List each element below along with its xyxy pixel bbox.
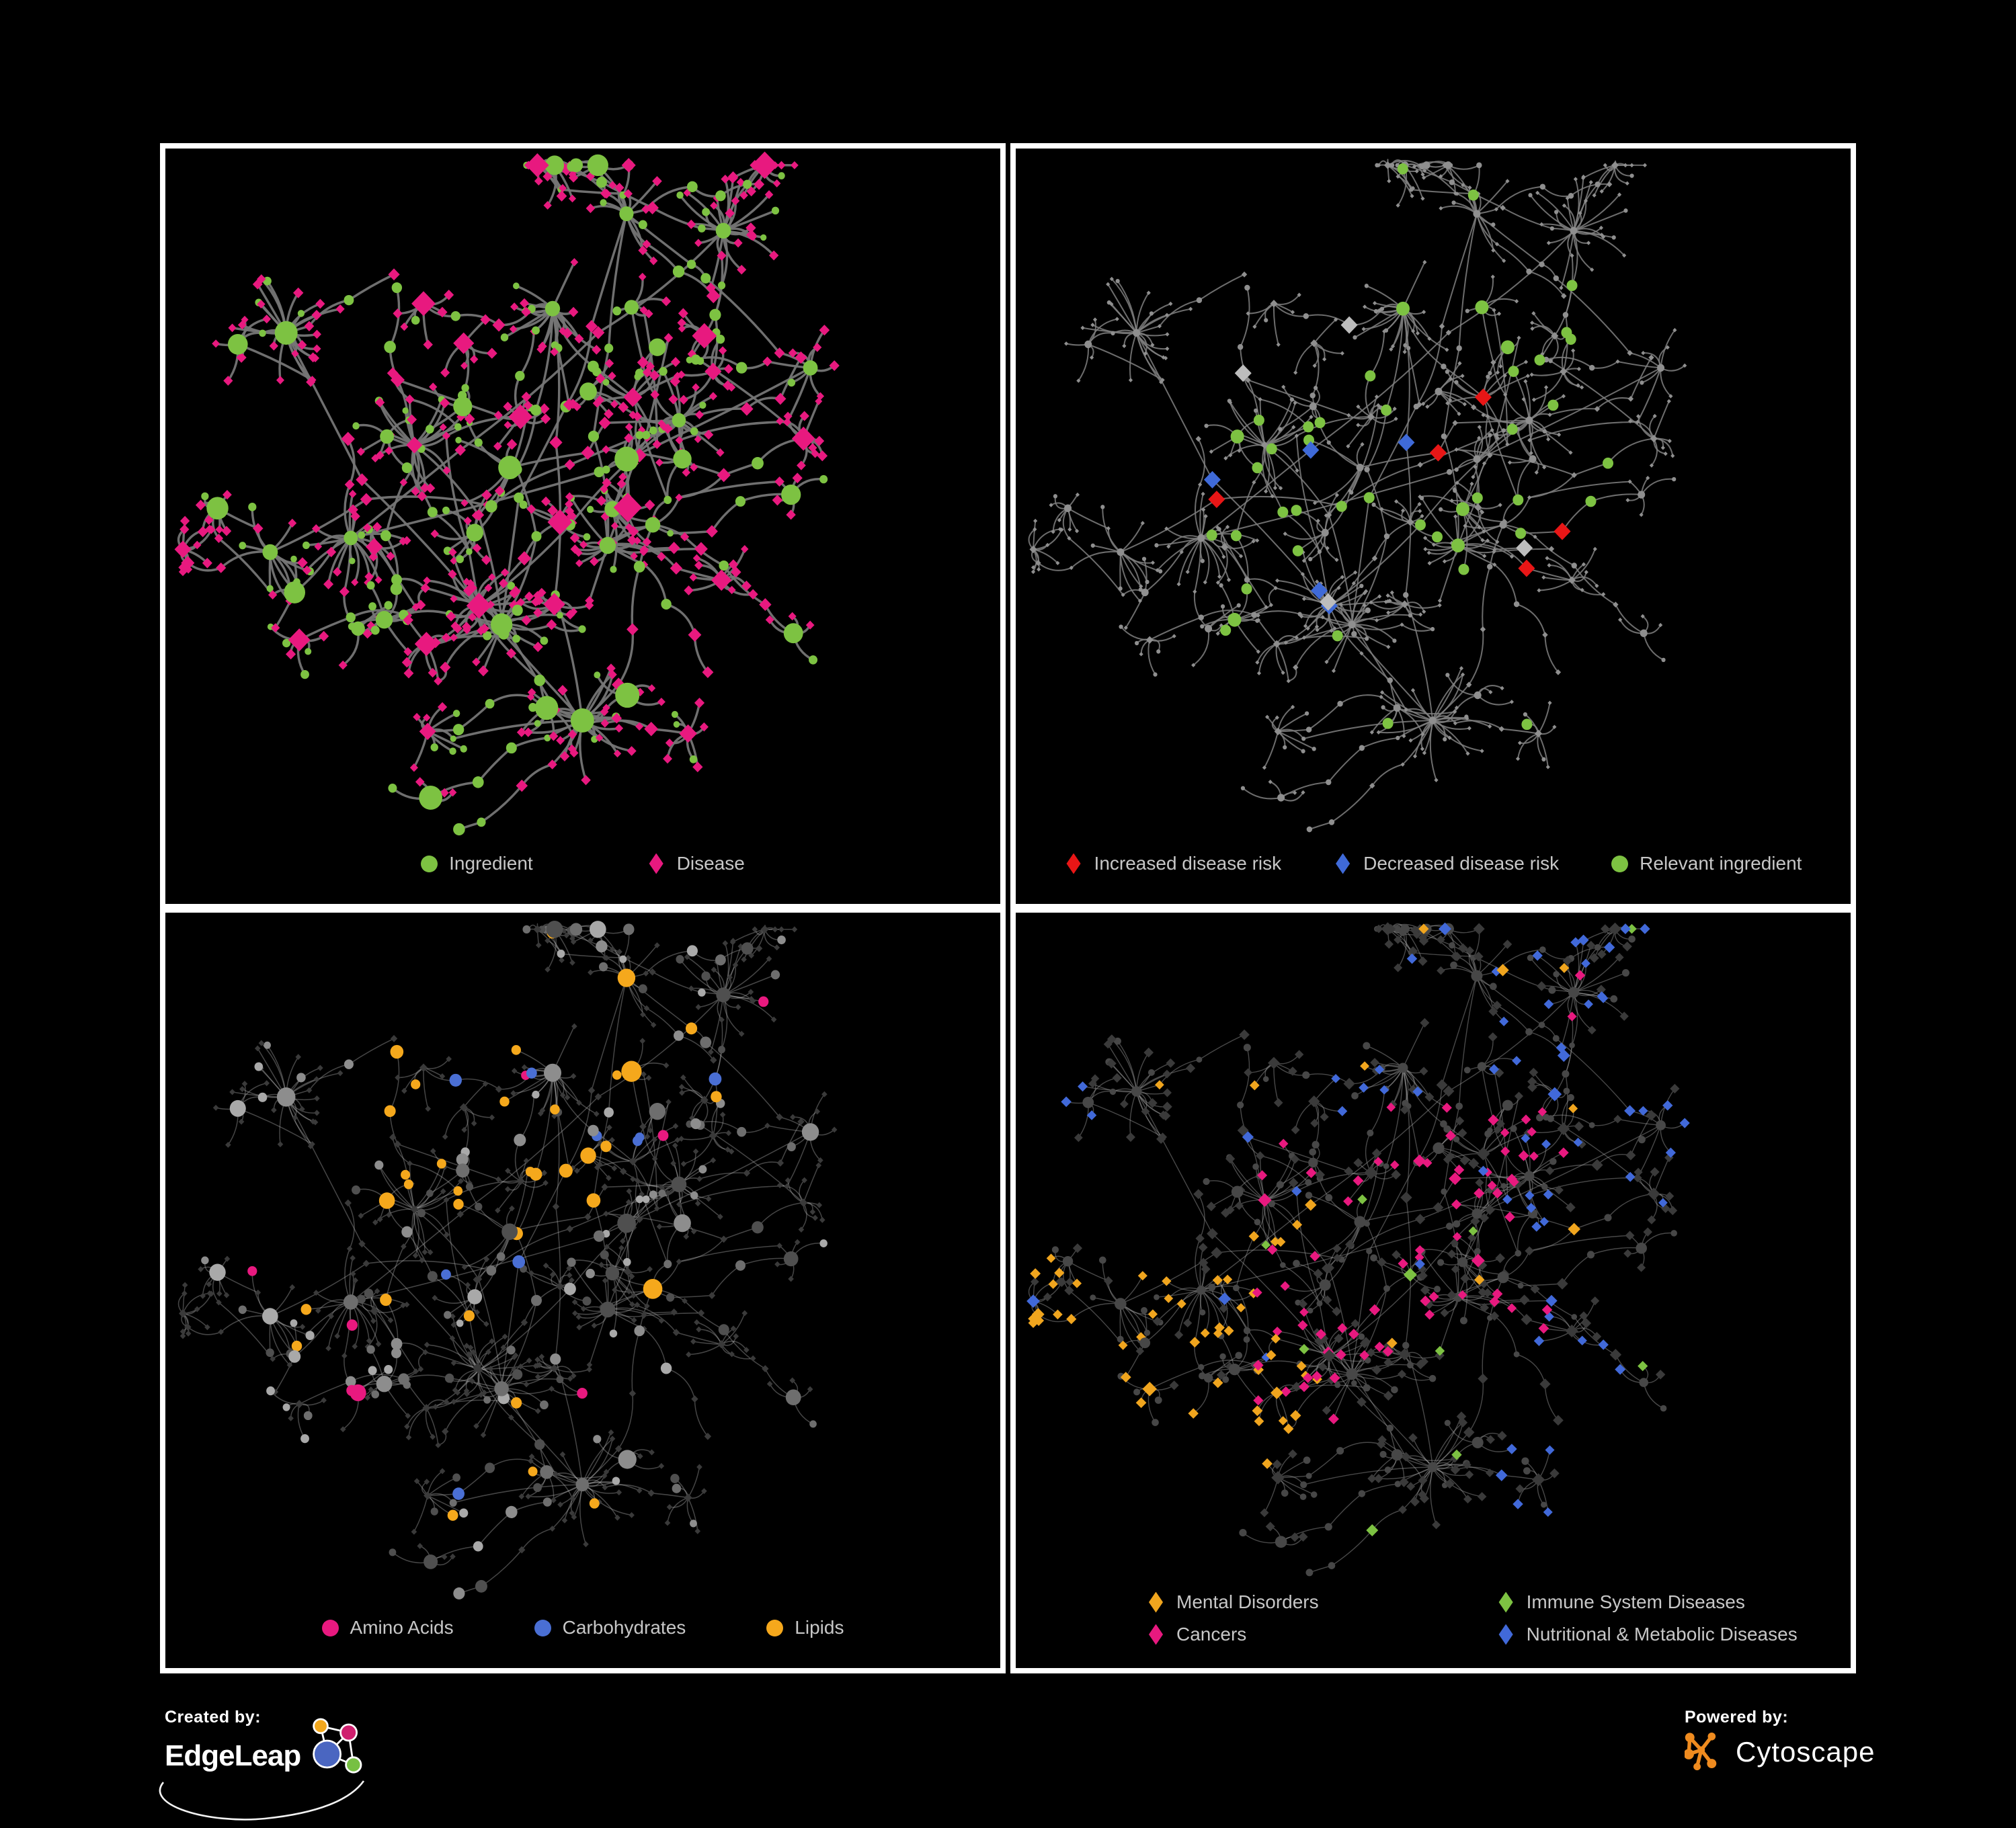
panel-disease-risk: Increased disease risk Decreased disease… [1010,143,1856,909]
legend-item: Nutritional & Metabolic Diseases [1497,1624,1798,1645]
powered-by-label: Powered by: [1685,1708,1789,1727]
network-graph-disease-categories [1026,922,1690,1577]
network-graph-disease-risk [1028,159,1687,833]
created-by-label: Created by: [165,1708,261,1727]
legend-marker [1498,1591,1513,1613]
legend-item: Increased disease risk [1065,853,1282,874]
legend-marker [1498,1624,1513,1645]
legend-label: Nutritional & Metabolic Diseases [1526,1624,1798,1645]
legend-marker [534,1619,551,1636]
legend-item: Lipids [766,1617,844,1638]
legend-marker [1148,1591,1164,1613]
legend-item: Relevant ingredient [1611,853,1802,874]
legend-item: Carbohydrates [534,1617,686,1638]
network-graph-ingredient-disease [174,151,840,836]
legend-item: Mental Disorders [1147,1591,1319,1613]
network-graph-nutrient-classes [177,921,838,1600]
legend-marker [1148,1624,1164,1645]
legend-disease-risk: Increased disease risk Decreased disease… [1016,849,1851,904]
cytoscape-logo-icon [1685,1732,1717,1771]
legend-ingredient-disease: Ingredient Disease [165,849,1000,904]
legend-label: Disease [676,853,745,874]
legend-marker [1336,853,1350,874]
legend-item: Decreased disease risk [1334,853,1559,874]
legend-item: Disease [647,853,745,874]
legend-label: Carbohydrates [562,1617,686,1638]
legend-marker [1611,855,1629,872]
legend-marker [1066,853,1081,874]
panel-nutrient-classes: Amino Acids Carbohydrates Lipids [160,907,1006,1673]
legend-label: Immune System Diseases [1526,1591,1745,1612]
legend-label: Amino Acids [350,1617,454,1638]
legend-item: Immune System Diseases [1497,1591,1798,1613]
legend-label: Lipids [795,1617,844,1638]
legend-marker [321,1619,339,1636]
edgeleap-swoosh [159,1780,365,1821]
legend-item: Ingredient [421,853,533,874]
legend-marker [421,855,438,872]
cytoscape-logo-text: Cytoscape [1736,1736,1876,1768]
cytoscape-branding: Powered by: Cytoscape [1685,1708,1875,1773]
legend-item: Amino Acids [321,1617,454,1638]
edgeleap-logo-text: EdgeLeap [165,1739,301,1772]
legend-label: Increased disease risk [1094,853,1282,874]
panel-ingredient-disease: Ingredient Disease [160,143,1006,909]
legend-label: Mental Disorders [1176,1591,1319,1612]
legend-nutrient-classes: Amino Acids Carbohydrates Lipids [165,1613,1000,1668]
panel-disease-categories: Mental Disorders Immune System Diseases … [1010,907,1856,1673]
edgeleap-logo-icon [313,1718,362,1774]
legend-disease-categories: Mental Disorders Immune System Diseases … [1016,1591,1851,1668]
legend-marker [649,853,663,874]
edgeleap-branding: Created by: EdgeLeap [159,1708,369,1821]
legend-label: Decreased disease risk [1363,853,1560,874]
legend-label: Cancers [1176,1624,1247,1645]
legend-item: Cancers [1147,1624,1319,1645]
legend-label: Ingredient [449,853,533,874]
legend-marker [766,1619,784,1636]
legend-label: Relevant ingredient [1640,853,1802,874]
